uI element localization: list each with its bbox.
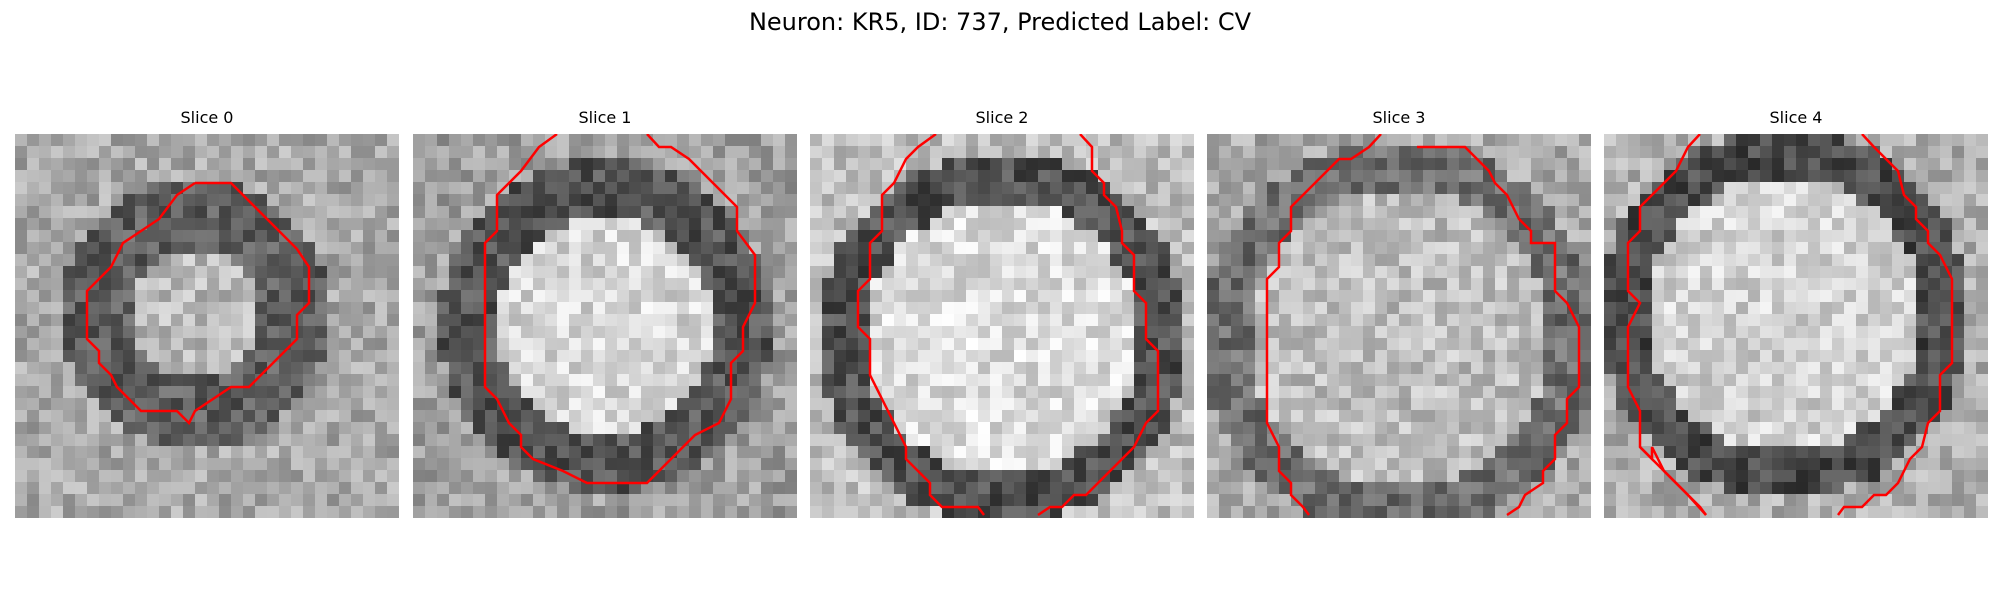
slice-2-contour [856,134,985,516]
slice-2-title: Slice 2 [975,108,1029,127]
slice-4-contour-right [1837,134,1954,516]
slice-3-image [1207,134,1591,518]
slice-0-image [15,134,399,518]
slice-1-contour [483,134,757,485]
slice-1-image [413,134,797,518]
slice-3-contour [1265,134,1382,516]
slice-0-contour [85,181,311,426]
slice-4-image [1604,134,1988,518]
slice-2-contour-right [1037,134,1160,517]
figure-title: Neuron: KR5, ID: 737, Predicted Label: C… [748,8,1252,36]
slice-3-contour-right [1417,145,1581,517]
slice-4-contour [1626,134,1707,516]
slice-4-contour-left-tail [1639,446,1707,516]
slice-2-image [810,134,1194,518]
slice-0-title: Slice 0 [180,108,234,127]
slice-1-title: Slice 1 [578,108,632,127]
slice-4-title: Slice 4 [1769,108,1823,127]
slice-3-title: Slice 3 [1372,108,1426,127]
